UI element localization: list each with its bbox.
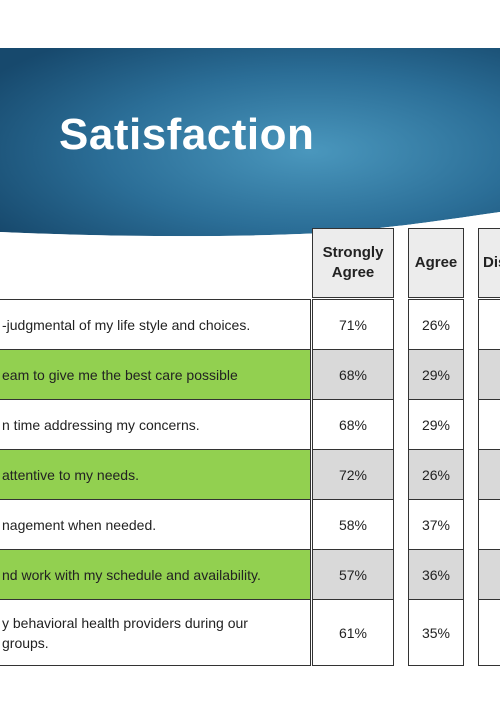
strongly-agree-cell: 58% xyxy=(312,499,394,550)
table-row: eam to give me the best care possible 68… xyxy=(0,349,500,400)
statement-cell: nd work with my schedule and availabilit… xyxy=(0,549,311,600)
header-disagree: Dis xyxy=(478,228,500,298)
table-row: y behavioral health providers during our… xyxy=(0,599,500,666)
disagree-cell xyxy=(478,599,500,666)
statement-text-line1: y behavioral health providers during our xyxy=(2,614,248,631)
statement-text-line2: groups. xyxy=(2,634,49,651)
agree-cell: 26% xyxy=(408,299,464,350)
header-strongly-agree-line1: Strongly xyxy=(322,244,384,261)
header-strongly-agree-line2: Agree xyxy=(331,264,375,281)
statement-cell: attentive to my needs. xyxy=(0,449,311,500)
statement-cell: nagement when needed. xyxy=(0,499,311,550)
table-row: attentive to my needs. 72% 26% xyxy=(0,449,500,500)
statement-text: attentive to my needs. xyxy=(2,466,139,483)
header-strongly-agree: Strongly Agree xyxy=(312,228,394,298)
disagree-cell xyxy=(478,399,500,450)
statement-text: -judgmental of my life style and choices… xyxy=(2,316,251,333)
statement-text: nagement when needed. xyxy=(2,516,157,533)
statement-cell: n time addressing my concerns. xyxy=(0,399,311,450)
agree-cell: 35% xyxy=(408,599,464,666)
strongly-agree-cell: 61% xyxy=(312,599,394,666)
strongly-agree-cell: 57% xyxy=(312,549,394,600)
statement-text: eam to give me the best care possible xyxy=(2,366,238,383)
statement-cell: -judgmental of my life style and choices… xyxy=(0,299,311,350)
agree-cell: 29% xyxy=(408,399,464,450)
disagree-cell xyxy=(478,499,500,550)
agree-cell: 36% xyxy=(408,549,464,600)
strongly-agree-cell: 71% xyxy=(312,299,394,350)
table-row: n time addressing my concerns. 68% 29% xyxy=(0,399,500,450)
agree-cell: 29% xyxy=(408,349,464,400)
disagree-cell xyxy=(478,349,500,400)
page-title: Satisfaction xyxy=(59,110,315,159)
table-row: nd work with my schedule and availabilit… xyxy=(0,549,500,600)
statement-cell: y behavioral health providers during our… xyxy=(0,599,311,666)
disagree-cell xyxy=(478,299,500,350)
strongly-agree-cell: 68% xyxy=(312,399,394,450)
agree-cell: 26% xyxy=(408,449,464,500)
statement-text: n time addressing my concerns. xyxy=(2,416,200,433)
strongly-agree-cell: 68% xyxy=(312,349,394,400)
disagree-cell xyxy=(478,549,500,600)
table-row: -judgmental of my life style and choices… xyxy=(0,299,500,350)
agree-cell: 37% xyxy=(408,499,464,550)
statement-cell: eam to give me the best care possible xyxy=(0,349,311,400)
strongly-agree-cell: 72% xyxy=(312,449,394,500)
header-agree: Agree xyxy=(408,228,464,298)
statement-text: nd work with my schedule and availabilit… xyxy=(2,566,261,583)
table-row: nagement when needed. 58% 37% xyxy=(0,499,500,550)
disagree-cell xyxy=(478,449,500,500)
